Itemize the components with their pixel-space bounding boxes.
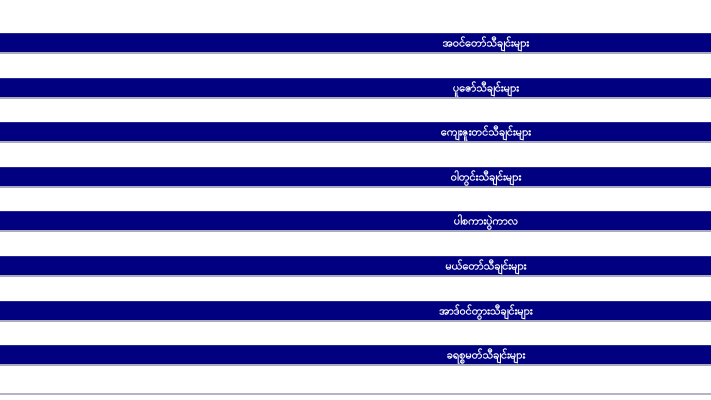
partial-next-bar-edge: [0, 393, 711, 395]
category-bar-christmas-hymns[interactable]: ခရစ္စမတ်သီချင်းများ: [0, 345, 711, 366]
category-label: ပါစကားပွဲကာလ: [453, 214, 519, 228]
category-label: မယ်တော်သီချင်းများ: [445, 259, 527, 273]
category-bar-paschal-season[interactable]: ပါစကားပွဲကာလ: [0, 211, 711, 232]
category-label: အဝင်တော်သီချင်းများ: [442, 36, 530, 50]
category-bar-marian-hymns[interactable]: မယ်တော်သီချင်းများ: [0, 256, 711, 277]
category-label: ပူဇော်သီချင်းများ: [452, 81, 520, 95]
category-label: ကျေးဇူးတင်သီချင်းများ: [440, 125, 532, 139]
category-label: အာဒ်ဝင်တွားသီချင်းများ: [439, 304, 533, 318]
category-bar-lent-hymns[interactable]: ဝါတွင်းသီချင်းများ: [0, 167, 711, 188]
category-label: ဝါတွင်းသီချင်းများ: [450, 170, 522, 184]
category-bar-offertory-hymns[interactable]: ပူဇော်သီချင်းများ: [0, 78, 711, 99]
category-bar-entrance-hymns[interactable]: အဝင်တော်သီချင်းများ: [0, 33, 711, 54]
category-label: ခရစ္စမတ်သီချင်းများ: [446, 348, 526, 362]
category-bar-hymns-7[interactable]: အာဒ်ဝင်တွားသီချင်းများ: [0, 301, 711, 322]
category-bar-thanksgiving-hymns[interactable]: ကျေးဇူးတင်သီချင်းများ: [0, 122, 711, 143]
